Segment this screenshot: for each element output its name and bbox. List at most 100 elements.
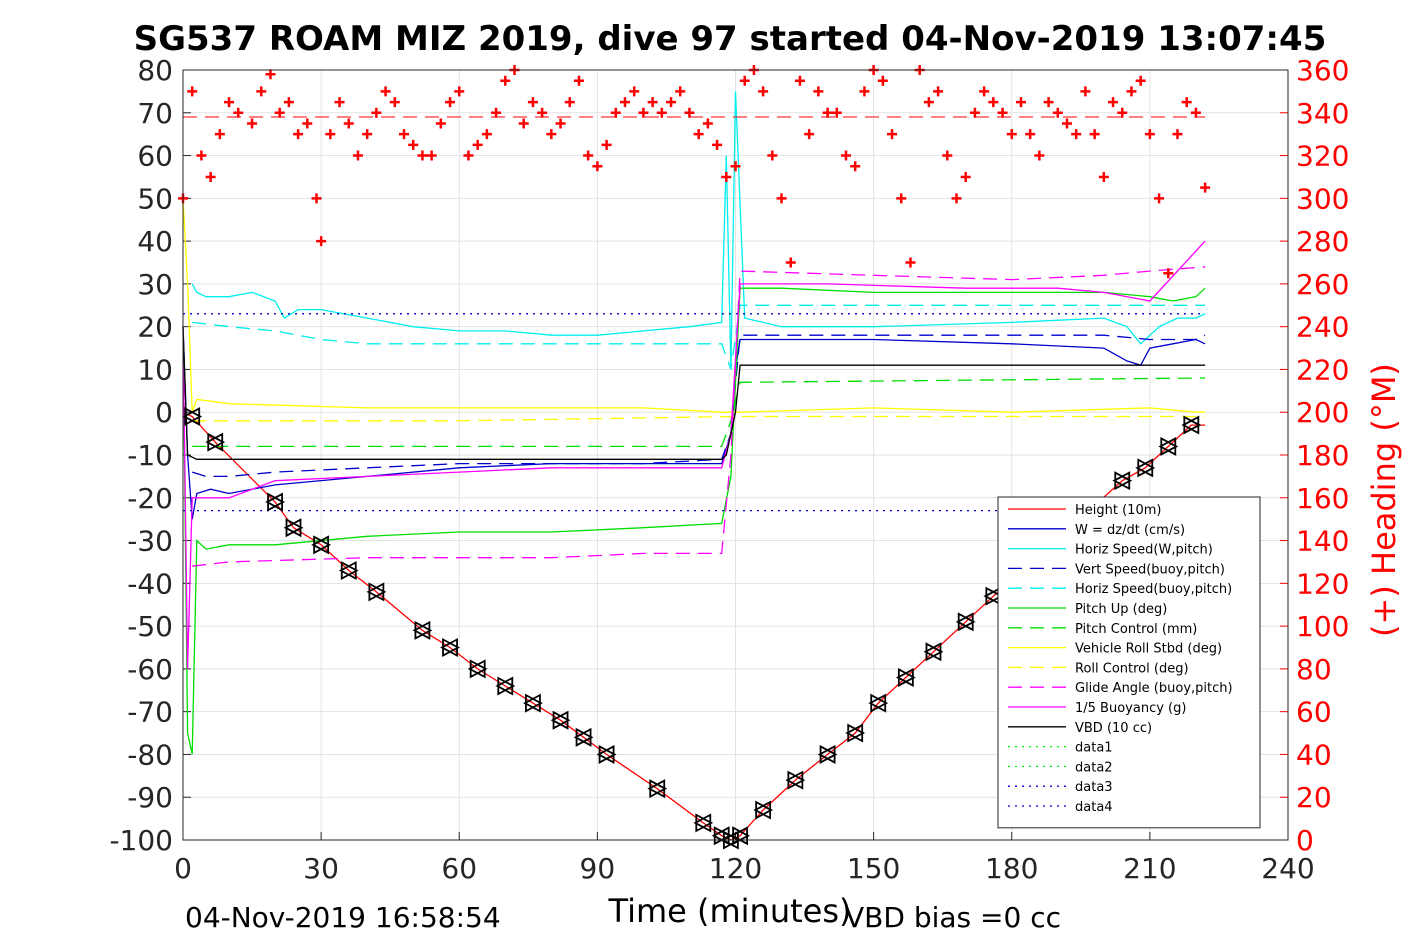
y-right-tick-label: 0	[1296, 824, 1314, 857]
x-tick-label: 120	[709, 852, 762, 885]
y-axis-right: 3603403203002802602402202001801601401201…	[1280, 54, 1349, 857]
y-tick-label: -100	[109, 824, 173, 857]
heading-point	[610, 107, 621, 118]
heading-point	[979, 86, 990, 97]
heading-point	[214, 129, 225, 140]
y-tick-label: -50	[127, 610, 173, 643]
heading-point	[739, 75, 750, 86]
marker-left	[550, 710, 569, 730]
heading-point	[334, 97, 345, 108]
plot-frame	[182, 69, 1289, 841]
heading-point	[923, 97, 934, 108]
heading-point	[1098, 171, 1109, 182]
heading-point	[684, 107, 695, 118]
marker-left	[955, 612, 974, 632]
marker-left	[283, 518, 302, 538]
legend-entry: Height (10m)	[1075, 503, 1161, 518]
heading-point	[951, 193, 962, 204]
heading-point	[1144, 129, 1155, 140]
marker-left	[265, 492, 283, 512]
y-tick-label: 0	[155, 396, 173, 429]
heading-point	[1117, 107, 1128, 118]
y-right-tick-label: 360	[1296, 54, 1349, 87]
heading-point	[224, 97, 235, 108]
heading-point	[1062, 118, 1072, 129]
heading-point	[426, 150, 437, 161]
heading-point	[822, 107, 833, 118]
heading-point	[555, 118, 566, 129]
series-line-11	[182, 326, 1206, 460]
heading-point	[675, 86, 686, 97]
series-line-0	[182, 411, 1206, 841]
marker-left	[366, 582, 385, 602]
heading-point	[813, 86, 824, 97]
heading-point	[656, 107, 667, 118]
heading-point	[960, 171, 971, 182]
heading-point	[794, 75, 805, 86]
y-tick-label: 70	[137, 97, 173, 130]
y-tick-label: -20	[127, 482, 173, 515]
marker-left	[412, 620, 431, 640]
chart-title: SG537 ROAM MIZ 2019, dive 97 started 04-…	[134, 19, 1327, 59]
y-tick-label: -60	[127, 653, 173, 686]
y-tick-label: 40	[137, 225, 173, 258]
heading-point	[399, 129, 409, 140]
y-tick-label: 30	[137, 268, 173, 301]
y-tick-label: 20	[137, 311, 173, 344]
heading-point	[896, 193, 907, 204]
heading-point	[362, 129, 373, 140]
marker-left	[895, 667, 914, 687]
marker-left	[523, 693, 541, 713]
heading-point	[776, 193, 787, 204]
marker-left	[1135, 458, 1154, 478]
heading-point	[758, 86, 769, 97]
heading-point	[196, 150, 207, 161]
heading-point	[785, 257, 796, 268]
series-line-10	[182, 240, 1206, 669]
series-line-9	[192, 266, 1206, 567]
marker-left	[311, 535, 330, 555]
legend-entry: Roll Control (deg)	[1075, 661, 1189, 676]
y-tick-label: -90	[127, 781, 173, 814]
heading-point	[546, 129, 557, 140]
heading-point	[205, 171, 216, 182]
heading-point	[1080, 86, 1091, 97]
series-line-7	[182, 198, 1206, 413]
heading-point	[1071, 129, 1082, 140]
y-tick-label: -40	[127, 567, 173, 600]
heading-point	[408, 139, 419, 150]
y-tick-label: -80	[127, 738, 173, 771]
y-right-tick-label: 260	[1296, 268, 1349, 301]
marker-left	[467, 659, 486, 679]
series-line-8	[192, 415, 1206, 422]
series-line-6	[192, 377, 1206, 448]
heading-point	[1163, 268, 1174, 279]
y-tick-label: 10	[137, 353, 173, 386]
series-line-4	[192, 304, 1206, 370]
footer-vbd-bias: VBD bias =0 cc	[845, 901, 1061, 934]
heading-point	[601, 139, 612, 150]
y-right-tick-label: 240	[1296, 311, 1349, 344]
marker-left	[573, 727, 592, 747]
heading-point	[352, 150, 363, 161]
legend-entry: Vert Speed(buoy,pitch)	[1075, 562, 1225, 577]
heading-point	[454, 86, 465, 97]
legend-entry: Pitch Up (deg)	[1075, 602, 1167, 617]
marker-left	[845, 723, 864, 743]
y-right-tick-label: 140	[1296, 525, 1349, 558]
series-line-2	[191, 91, 1206, 370]
legend-entry: Vehicle Roll Stbd (deg)	[1075, 642, 1222, 657]
heading-point	[1025, 129, 1036, 140]
heading-point	[1200, 182, 1211, 193]
heading-point	[629, 86, 640, 97]
heading-point	[592, 161, 603, 172]
heading-point	[620, 97, 630, 108]
heading-point	[804, 129, 815, 140]
heading-point	[730, 161, 741, 172]
heading-point	[831, 107, 842, 118]
heading-point	[841, 150, 851, 161]
heading-point	[1089, 129, 1100, 140]
heading-point	[311, 193, 322, 204]
x-tick-label: 210	[1123, 852, 1176, 885]
